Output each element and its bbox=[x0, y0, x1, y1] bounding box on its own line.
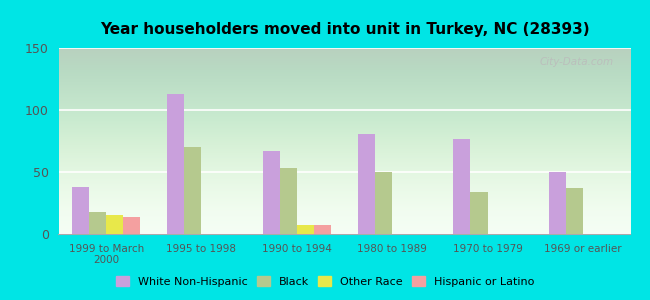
Bar bbox=[72, 187, 89, 234]
Bar bbox=[471, 192, 488, 234]
Bar bbox=[453, 139, 471, 234]
Bar bbox=[280, 168, 297, 234]
Bar bbox=[549, 172, 566, 234]
Bar bbox=[263, 151, 280, 234]
Bar bbox=[314, 225, 331, 234]
Legend: White Non-Hispanic, Black, Other Race, Hispanic or Latino: White Non-Hispanic, Black, Other Race, H… bbox=[111, 272, 539, 291]
Bar bbox=[375, 172, 392, 234]
Text: City-Data.com: City-Data.com bbox=[540, 57, 614, 67]
Bar bbox=[358, 134, 375, 234]
Bar bbox=[89, 212, 106, 234]
Bar bbox=[124, 217, 140, 234]
Title: Year householders moved into unit in Turkey, NC (28393): Year householders moved into unit in Tur… bbox=[99, 22, 590, 37]
Bar bbox=[566, 188, 583, 234]
Bar bbox=[167, 94, 185, 234]
Bar bbox=[185, 147, 202, 234]
Bar bbox=[297, 225, 314, 234]
Bar bbox=[106, 215, 124, 234]
